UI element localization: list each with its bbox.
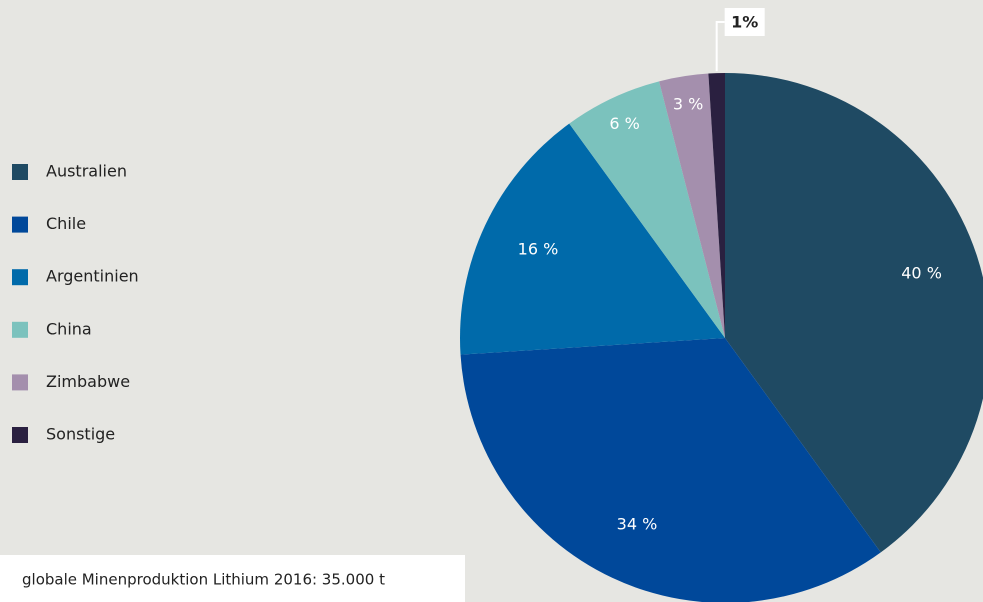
pie-slice bbox=[725, 73, 983, 553]
legend-swatch bbox=[12, 321, 28, 338]
leader-line bbox=[715, 21, 725, 72]
value-label: 16 % bbox=[518, 239, 559, 258]
legend-label: Sonstige bbox=[46, 425, 115, 444]
legend-swatch bbox=[12, 374, 28, 391]
legend-label: Chile bbox=[46, 214, 86, 233]
legend-label: Australien bbox=[46, 162, 127, 181]
legend-swatch bbox=[12, 269, 28, 286]
legend-label: Argentinien bbox=[46, 267, 139, 286]
legend-swatch bbox=[12, 216, 28, 233]
value-label: 6 % bbox=[609, 114, 639, 133]
legend-swatch bbox=[12, 164, 28, 180]
value-label: 3 % bbox=[673, 95, 703, 114]
pie-slice bbox=[569, 81, 725, 338]
legend-label: China bbox=[46, 319, 92, 338]
value-label: 34 % bbox=[617, 515, 658, 534]
legend-label: Zimbabwe bbox=[46, 372, 130, 391]
pie-slice bbox=[459, 123, 725, 355]
footnote-box bbox=[0, 555, 465, 602]
label-box bbox=[724, 8, 765, 36]
pie-slice bbox=[460, 338, 881, 602]
value-label: 1% bbox=[731, 13, 758, 32]
pie-slice bbox=[659, 73, 725, 338]
legend-swatch bbox=[12, 427, 28, 443]
pie-slice bbox=[708, 73, 725, 338]
value-label: 40 % bbox=[901, 264, 942, 283]
footnote: globale Minenproduktion Lithium 2016: 35… bbox=[22, 571, 385, 589]
